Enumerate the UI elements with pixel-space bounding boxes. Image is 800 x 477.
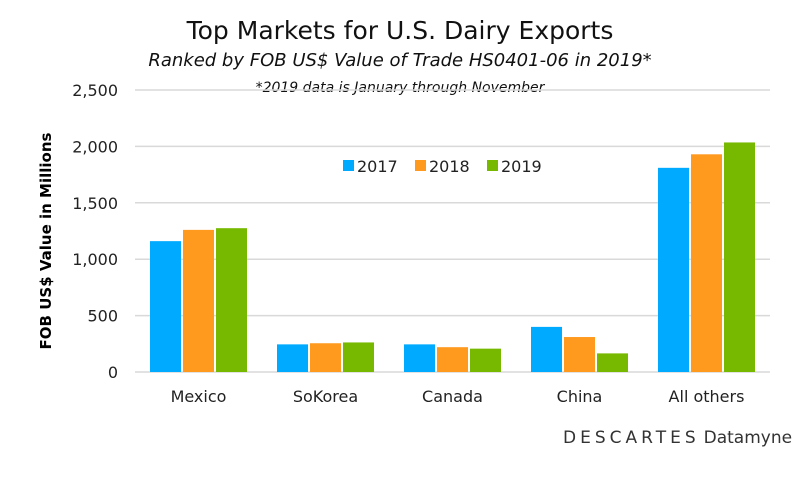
bar-canada-2019 bbox=[470, 348, 501, 372]
descartes-datamyne-logo: DESCARTES Datamyne bbox=[563, 428, 792, 448]
bar-china-2019 bbox=[597, 353, 628, 372]
bar-mexico-2019 bbox=[216, 228, 247, 372]
logo-brand: DESCARTES bbox=[563, 428, 700, 448]
bar-canada-2018 bbox=[437, 347, 468, 372]
bar-sokorea-2018 bbox=[310, 343, 341, 372]
bar-china-2017 bbox=[531, 326, 562, 372]
bar-sokorea-2019 bbox=[343, 342, 374, 372]
legend-swatch-2017 bbox=[343, 160, 354, 171]
bar-mexico-2017 bbox=[150, 241, 181, 372]
y-tick-label: 500 bbox=[87, 307, 118, 326]
legend-label-2017: 2017 bbox=[357, 157, 398, 176]
bar-mexico-2018 bbox=[183, 229, 214, 372]
y-tick-label: 2,500 bbox=[72, 81, 118, 100]
legend-swatch-2019 bbox=[487, 160, 498, 171]
bar-canada-2017 bbox=[404, 344, 435, 372]
x-tick-label: SoKorea bbox=[293, 387, 358, 406]
x-tick-label: China bbox=[557, 387, 603, 406]
x-tick-label: Mexico bbox=[171, 387, 227, 406]
logo-product: Datamyne bbox=[703, 428, 793, 448]
bar-all-others-2017 bbox=[658, 167, 689, 372]
y-tick-label: 2,000 bbox=[72, 137, 118, 156]
bar-china-2018 bbox=[564, 337, 595, 372]
legend-label-2019: 2019 bbox=[501, 157, 542, 176]
x-tick-label: Canada bbox=[422, 387, 483, 406]
legend-label-2018: 2018 bbox=[429, 157, 470, 176]
y-tick-label: 0 bbox=[108, 363, 118, 382]
legend-swatch-2018 bbox=[415, 160, 426, 171]
bar-all-others-2018 bbox=[691, 154, 722, 372]
x-tick-label: All others bbox=[669, 387, 745, 406]
chart-subtitle: Ranked by FOB US$ Value of Trade HS0401-… bbox=[148, 50, 652, 71]
y-axis-label: FOB US$ Value in Millions bbox=[37, 132, 55, 349]
y-tick-label: 1,000 bbox=[72, 250, 118, 269]
bar-sokorea-2017 bbox=[277, 344, 308, 372]
chart-note: *2019 data is January through November bbox=[255, 80, 545, 96]
chart-title: Top Markets for U.S. Dairy Exports bbox=[186, 16, 614, 45]
y-tick-label: 1,500 bbox=[72, 194, 118, 213]
bar-all-others-2019 bbox=[724, 142, 755, 372]
